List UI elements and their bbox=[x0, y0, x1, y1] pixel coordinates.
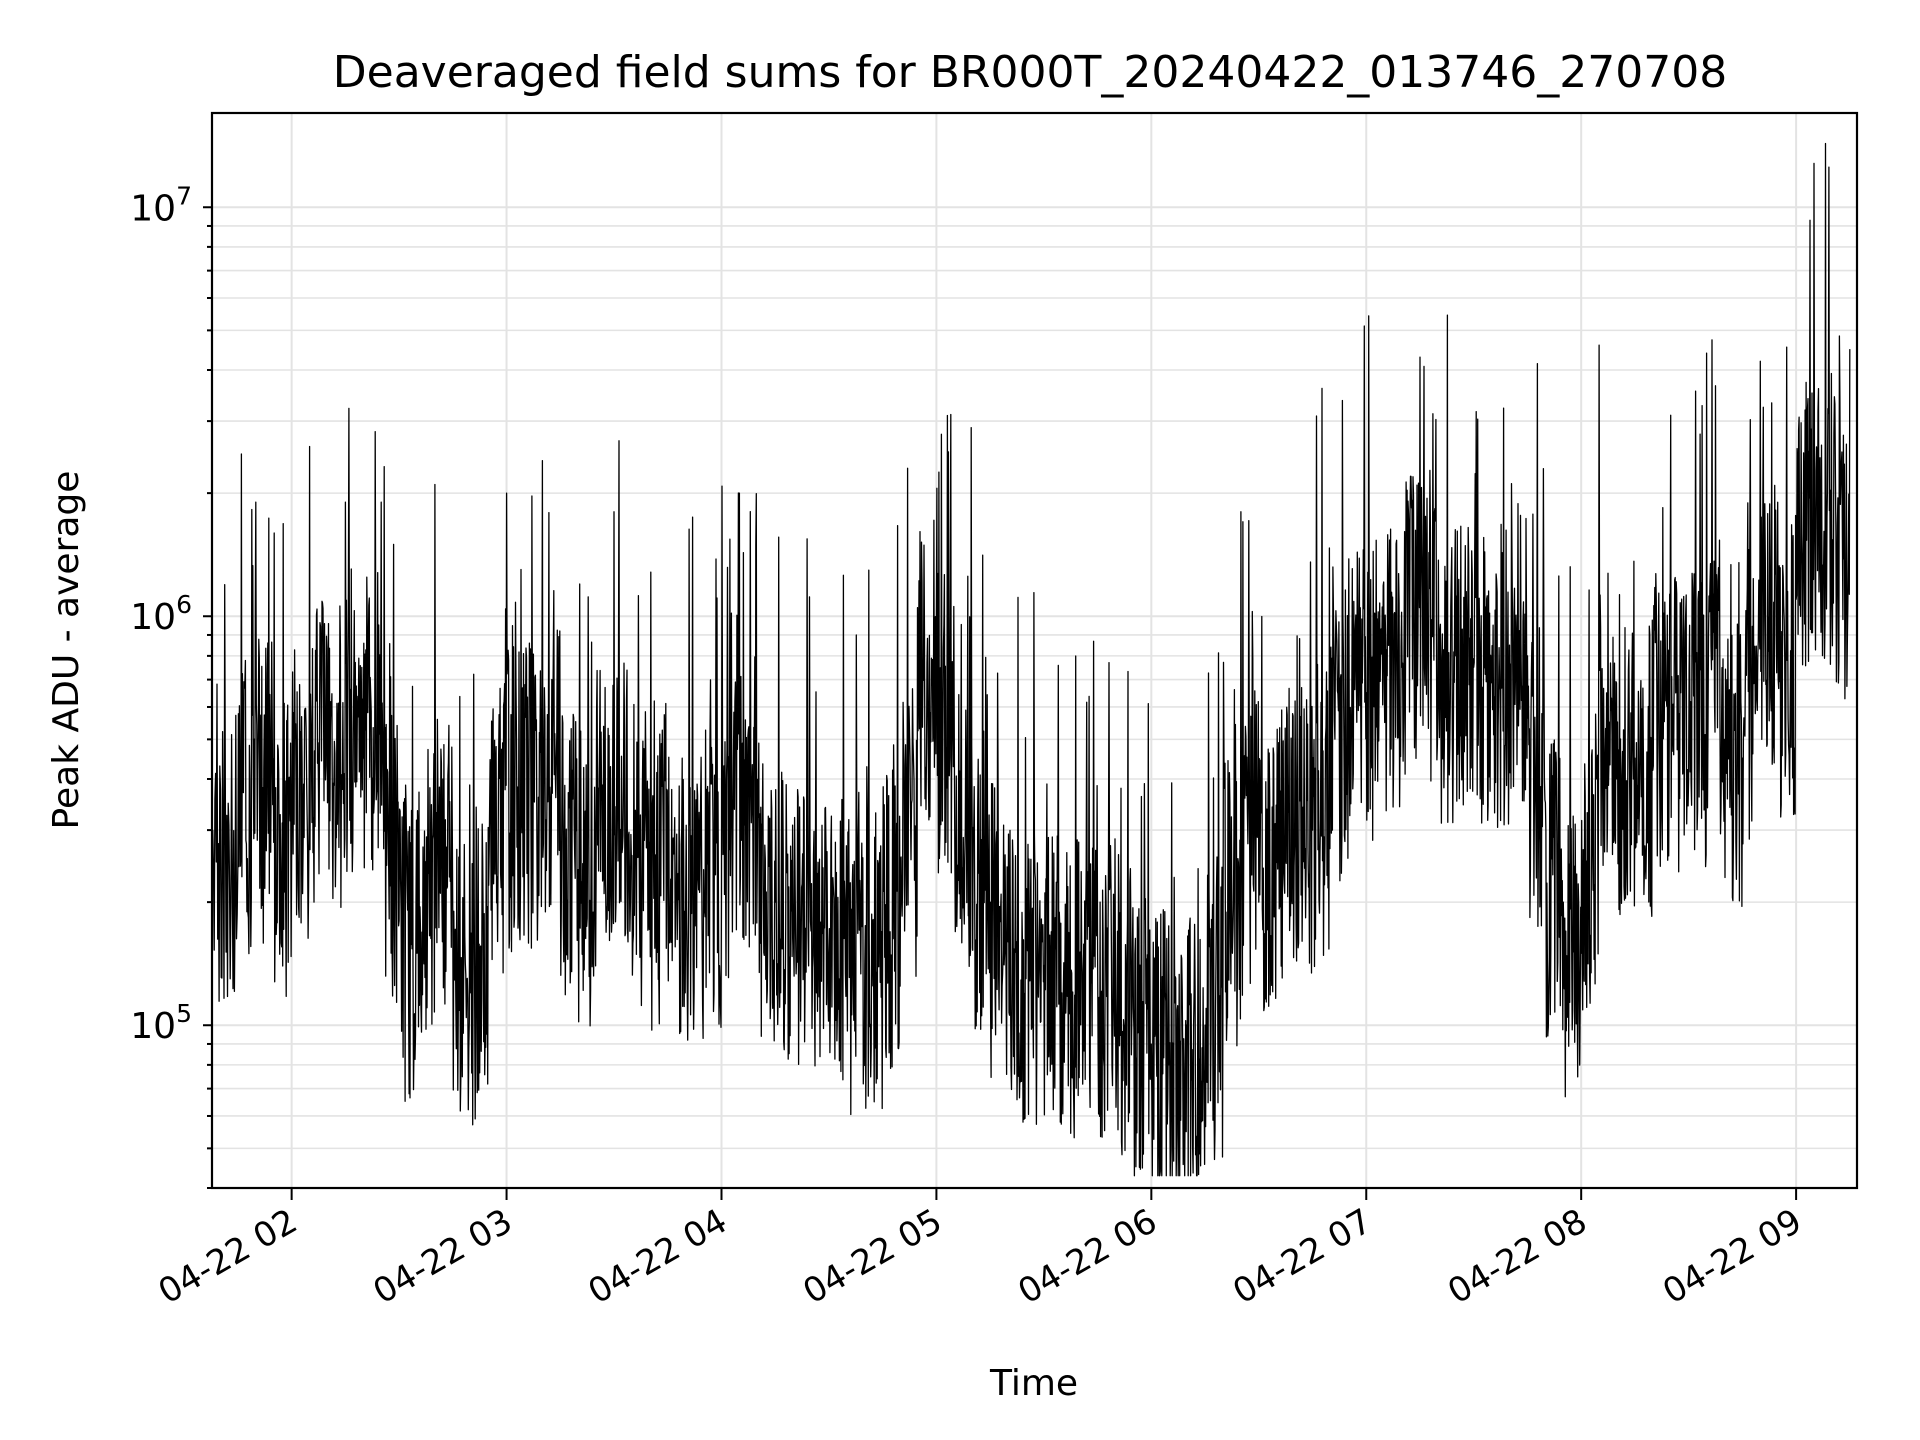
y-axis: 105 106 107 bbox=[130, 181, 212, 1189]
series-line bbox=[212, 142, 1851, 1177]
chart-title: Deaveraged field sums for BR000T_2024042… bbox=[333, 47, 1728, 98]
y-tick-label: 107 bbox=[130, 181, 192, 229]
y-tick-label: 105 bbox=[130, 999, 192, 1047]
x-axis-label: Time bbox=[989, 1363, 1078, 1404]
y-tick-label: 106 bbox=[130, 590, 192, 638]
plot-frame bbox=[210, 111, 1859, 1190]
y-axis-label: Peak ADU - average bbox=[46, 471, 87, 830]
plot-area bbox=[212, 142, 1851, 1177]
